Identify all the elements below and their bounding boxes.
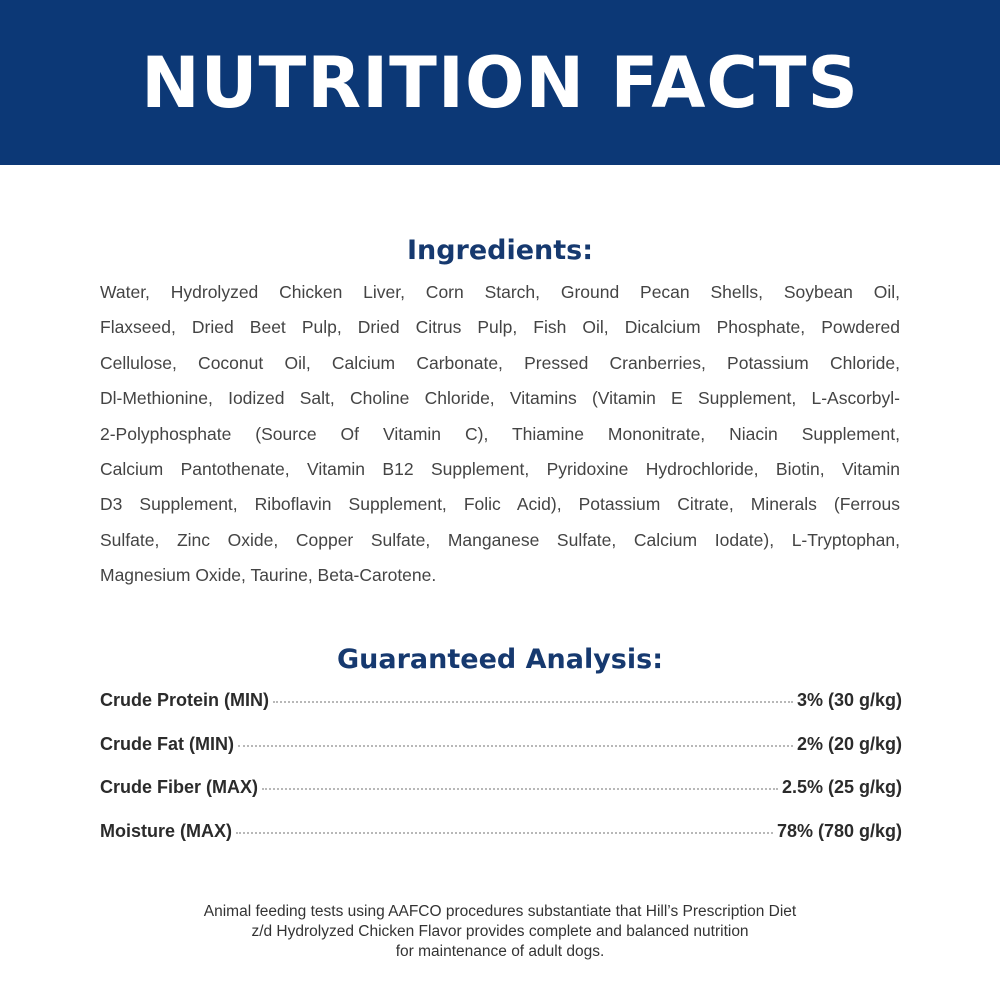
aafco-statement: Animal feeding tests using AAFCO procedu…	[0, 902, 1000, 962]
analysis-row: Crude Protein (MIN) 3% (30 g/kg)	[100, 690, 902, 734]
analysis-label: Crude Fiber (MAX)	[100, 777, 259, 797]
dot-leader	[238, 744, 793, 747]
analysis-heading: Guaranteed Analysis:	[336, 644, 663, 675]
dot-leader	[236, 831, 773, 834]
ingredients-heading: Ingredients:	[406, 235, 594, 266]
guaranteed-analysis-table: Crude Protein (MIN) 3% (30 g/kg) Crude F…	[100, 690, 902, 864]
page-title: NUTRITION FACTS	[141, 41, 859, 124]
ingredients-line: Sulfate, Zinc Oxide, Copper Sulfate, Man…	[100, 529, 900, 550]
footer-line: Animal feeding tests using AAFCO procedu…	[203, 903, 797, 920]
analysis-row: Crude Fat (MIN) 2% (20 g/kg)	[100, 734, 902, 778]
footer-line: z/d Hydrolyzed Chicken Flavor provides c…	[251, 923, 749, 940]
analysis-value: 3% (30 g/kg)	[796, 690, 902, 710]
dot-leader	[273, 701, 793, 703]
ingredients-line: 2-Polyphosphate (Source Of Vitamin C), T…	[100, 423, 900, 444]
ingredients-list: Water, Hydrolyzed Chicken Liver, Corn St…	[100, 275, 900, 594]
analysis-label: Crude Protein (MIN)	[100, 690, 269, 710]
ingredients-line: Magnesium Oxide, Taurine, Beta-Carotene.	[100, 565, 437, 586]
ingredients-line: Dl-Methionine, Iodized Salt, Choline Chl…	[100, 388, 900, 409]
header-banner: NUTRITION FACTS	[0, 0, 1000, 165]
analysis-value: 2% (20 g/kg)	[796, 733, 902, 754]
analysis-label: Crude Fat (MIN)	[100, 733, 234, 754]
footer-line: for maintenance of adult dogs.	[395, 943, 605, 960]
analysis-label: Moisture (MAX)	[100, 820, 232, 841]
analysis-value: 2.5% (25 g/kg)	[781, 777, 902, 797]
ingredients-line: Water, Hydrolyzed Chicken Liver, Corn St…	[100, 282, 900, 302]
ingredients-line: Cellulose, Coconut Oil, Calcium Carbonat…	[100, 352, 900, 373]
ingredients-line: Calcium Pantothenate, Vitamin B12 Supple…	[100, 459, 900, 480]
analysis-row: Moisture (MAX) 78% (780 g/kg)	[100, 821, 902, 865]
ingredients-line: Flaxseed, Dried Beet Pulp, Dried Citrus …	[100, 317, 900, 338]
ingredients-line: D3 Supplement, Riboflavin Supplement, Fo…	[100, 494, 900, 515]
analysis-row: Crude Fiber (MAX) 2.5% (25 g/kg)	[100, 777, 902, 821]
analysis-value: 78% (780 g/kg)	[776, 820, 902, 841]
dot-leader	[262, 788, 778, 790]
